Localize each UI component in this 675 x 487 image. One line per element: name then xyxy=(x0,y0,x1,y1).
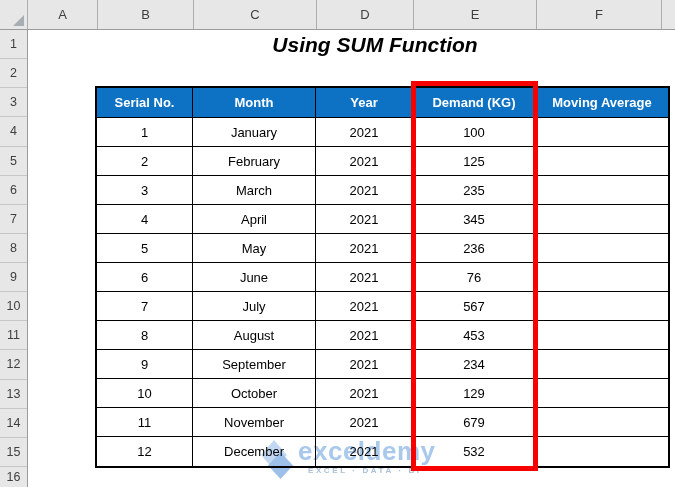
sheet-title[interactable]: Using SUM Function xyxy=(230,31,520,58)
table-header-year[interactable]: Year xyxy=(316,88,413,118)
cell-serial[interactable]: 11 xyxy=(97,408,193,437)
table-header-serial[interactable]: Serial No. xyxy=(97,88,193,118)
cell-month[interactable]: March xyxy=(193,176,316,205)
cell-serial[interactable]: 5 xyxy=(97,234,193,263)
row-header-15[interactable]: 15 xyxy=(0,438,27,467)
row-header-11[interactable]: 11 xyxy=(0,321,27,350)
row-header-10[interactable]: 10 xyxy=(0,292,27,321)
cell-demand[interactable]: 679 xyxy=(413,408,536,437)
cell-serial[interactable]: 1 xyxy=(97,118,193,147)
cell-month[interactable]: December xyxy=(193,437,316,466)
cell-year[interactable]: 2021 xyxy=(316,205,413,234)
cell-year[interactable]: 2021 xyxy=(316,379,413,408)
cell-serial[interactable]: 10 xyxy=(97,379,193,408)
row-header-3[interactable]: 3 xyxy=(0,88,27,117)
table-header-month[interactable]: Month xyxy=(193,88,316,118)
cell-serial[interactable]: 12 xyxy=(97,437,193,466)
cell-year[interactable]: 2021 xyxy=(316,147,413,176)
cell-moving-average[interactable] xyxy=(536,379,668,408)
column-header-c[interactable]: C xyxy=(194,0,317,29)
cell-month[interactable]: September xyxy=(193,350,316,379)
cell-year[interactable]: 2021 xyxy=(316,437,413,466)
cell-demand[interactable]: 125 xyxy=(413,147,536,176)
cell-moving-average[interactable] xyxy=(536,437,668,466)
select-all-triangle-icon xyxy=(13,15,24,26)
cell-moving-average[interactable] xyxy=(536,234,668,263)
cell-serial[interactable]: 9 xyxy=(97,350,193,379)
cell-demand[interactable]: 567 xyxy=(413,292,536,321)
cell-year[interactable]: 2021 xyxy=(316,118,413,147)
cell-moving-average[interactable] xyxy=(536,321,668,350)
column-header-b[interactable]: B xyxy=(98,0,194,29)
row-header-7[interactable]: 7 xyxy=(0,205,27,234)
row-header-5[interactable]: 5 xyxy=(0,147,27,176)
cell-demand[interactable]: 129 xyxy=(413,379,536,408)
table-header-demand[interactable]: Demand (KG) xyxy=(413,88,536,118)
row-header-1[interactable]: 1 xyxy=(0,30,27,59)
cell-demand[interactable]: 236 xyxy=(413,234,536,263)
cell-month[interactable]: May xyxy=(193,234,316,263)
cell-serial[interactable]: 7 xyxy=(97,292,193,321)
cell-month[interactable]: August xyxy=(193,321,316,350)
row-header-14[interactable]: 14 xyxy=(0,409,27,438)
row-header-4[interactable]: 4 xyxy=(0,117,27,146)
table-header-moving-average[interactable]: Moving Average xyxy=(536,88,668,118)
row-headers-bar: 1 2 3 4 5 6 7 8 9 10 11 12 13 14 15 16 xyxy=(0,30,28,487)
row-header-9[interactable]: 9 xyxy=(0,263,27,292)
column-header-a[interactable]: A xyxy=(28,0,98,29)
cell-demand[interactable]: 76 xyxy=(413,263,536,292)
row-header-6[interactable]: 6 xyxy=(0,176,27,205)
cell-month[interactable]: January xyxy=(193,118,316,147)
cell-month[interactable]: April xyxy=(193,205,316,234)
cell-month[interactable]: July xyxy=(193,292,316,321)
cell-demand[interactable]: 100 xyxy=(413,118,536,147)
cell-year[interactable]: 2021 xyxy=(316,234,413,263)
cell-moving-average[interactable] xyxy=(536,263,668,292)
cell-demand[interactable]: 234 xyxy=(413,350,536,379)
cell-moving-average[interactable] xyxy=(536,118,668,147)
select-all-corner[interactable] xyxy=(0,0,28,29)
cell-month[interactable]: October xyxy=(193,379,316,408)
cell-serial[interactable]: 4 xyxy=(97,205,193,234)
cell-moving-average[interactable] xyxy=(536,292,668,321)
cell-demand[interactable]: 532 xyxy=(413,437,536,466)
row-header-2[interactable]: 2 xyxy=(0,59,27,88)
cell-serial[interactable]: 2 xyxy=(97,147,193,176)
cell-demand[interactable]: 453 xyxy=(413,321,536,350)
cell-month[interactable]: June xyxy=(193,263,316,292)
cell-serial[interactable]: 3 xyxy=(97,176,193,205)
cell-year[interactable]: 2021 xyxy=(316,408,413,437)
cell-month[interactable]: February xyxy=(193,147,316,176)
cell-moving-average[interactable] xyxy=(536,147,668,176)
data-table: Serial No. Month Year Demand (KG) Moving… xyxy=(95,86,670,468)
row-header-8[interactable]: 8 xyxy=(0,234,27,263)
column-headers-bar: A B C D E F xyxy=(0,0,675,30)
cell-year[interactable]: 2021 xyxy=(316,263,413,292)
cell-year[interactable]: 2021 xyxy=(316,292,413,321)
column-header-d[interactable]: D xyxy=(317,0,414,29)
cell-demand[interactable]: 345 xyxy=(413,205,536,234)
cell-moving-average[interactable] xyxy=(536,350,668,379)
cell-serial[interactable]: 6 xyxy=(97,263,193,292)
row-header-12[interactable]: 12 xyxy=(0,350,27,379)
row-header-16[interactable]: 16 xyxy=(0,467,27,487)
spreadsheet-view: A B C D E F 1 2 3 4 5 6 7 8 9 10 11 12 1… xyxy=(0,0,675,487)
column-header-f[interactable]: F xyxy=(537,0,662,29)
cell-moving-average[interactable] xyxy=(536,408,668,437)
cell-moving-average[interactable] xyxy=(536,176,668,205)
column-header-e[interactable]: E xyxy=(414,0,537,29)
cell-serial[interactable]: 8 xyxy=(97,321,193,350)
cell-year[interactable]: 2021 xyxy=(316,176,413,205)
cell-demand[interactable]: 235 xyxy=(413,176,536,205)
cell-month[interactable]: November xyxy=(193,408,316,437)
cell-year[interactable]: 2021 xyxy=(316,321,413,350)
column-header-fill xyxy=(662,0,675,29)
row-header-13[interactable]: 13 xyxy=(0,380,27,409)
cell-year[interactable]: 2021 xyxy=(316,350,413,379)
cell-moving-average[interactable] xyxy=(536,205,668,234)
